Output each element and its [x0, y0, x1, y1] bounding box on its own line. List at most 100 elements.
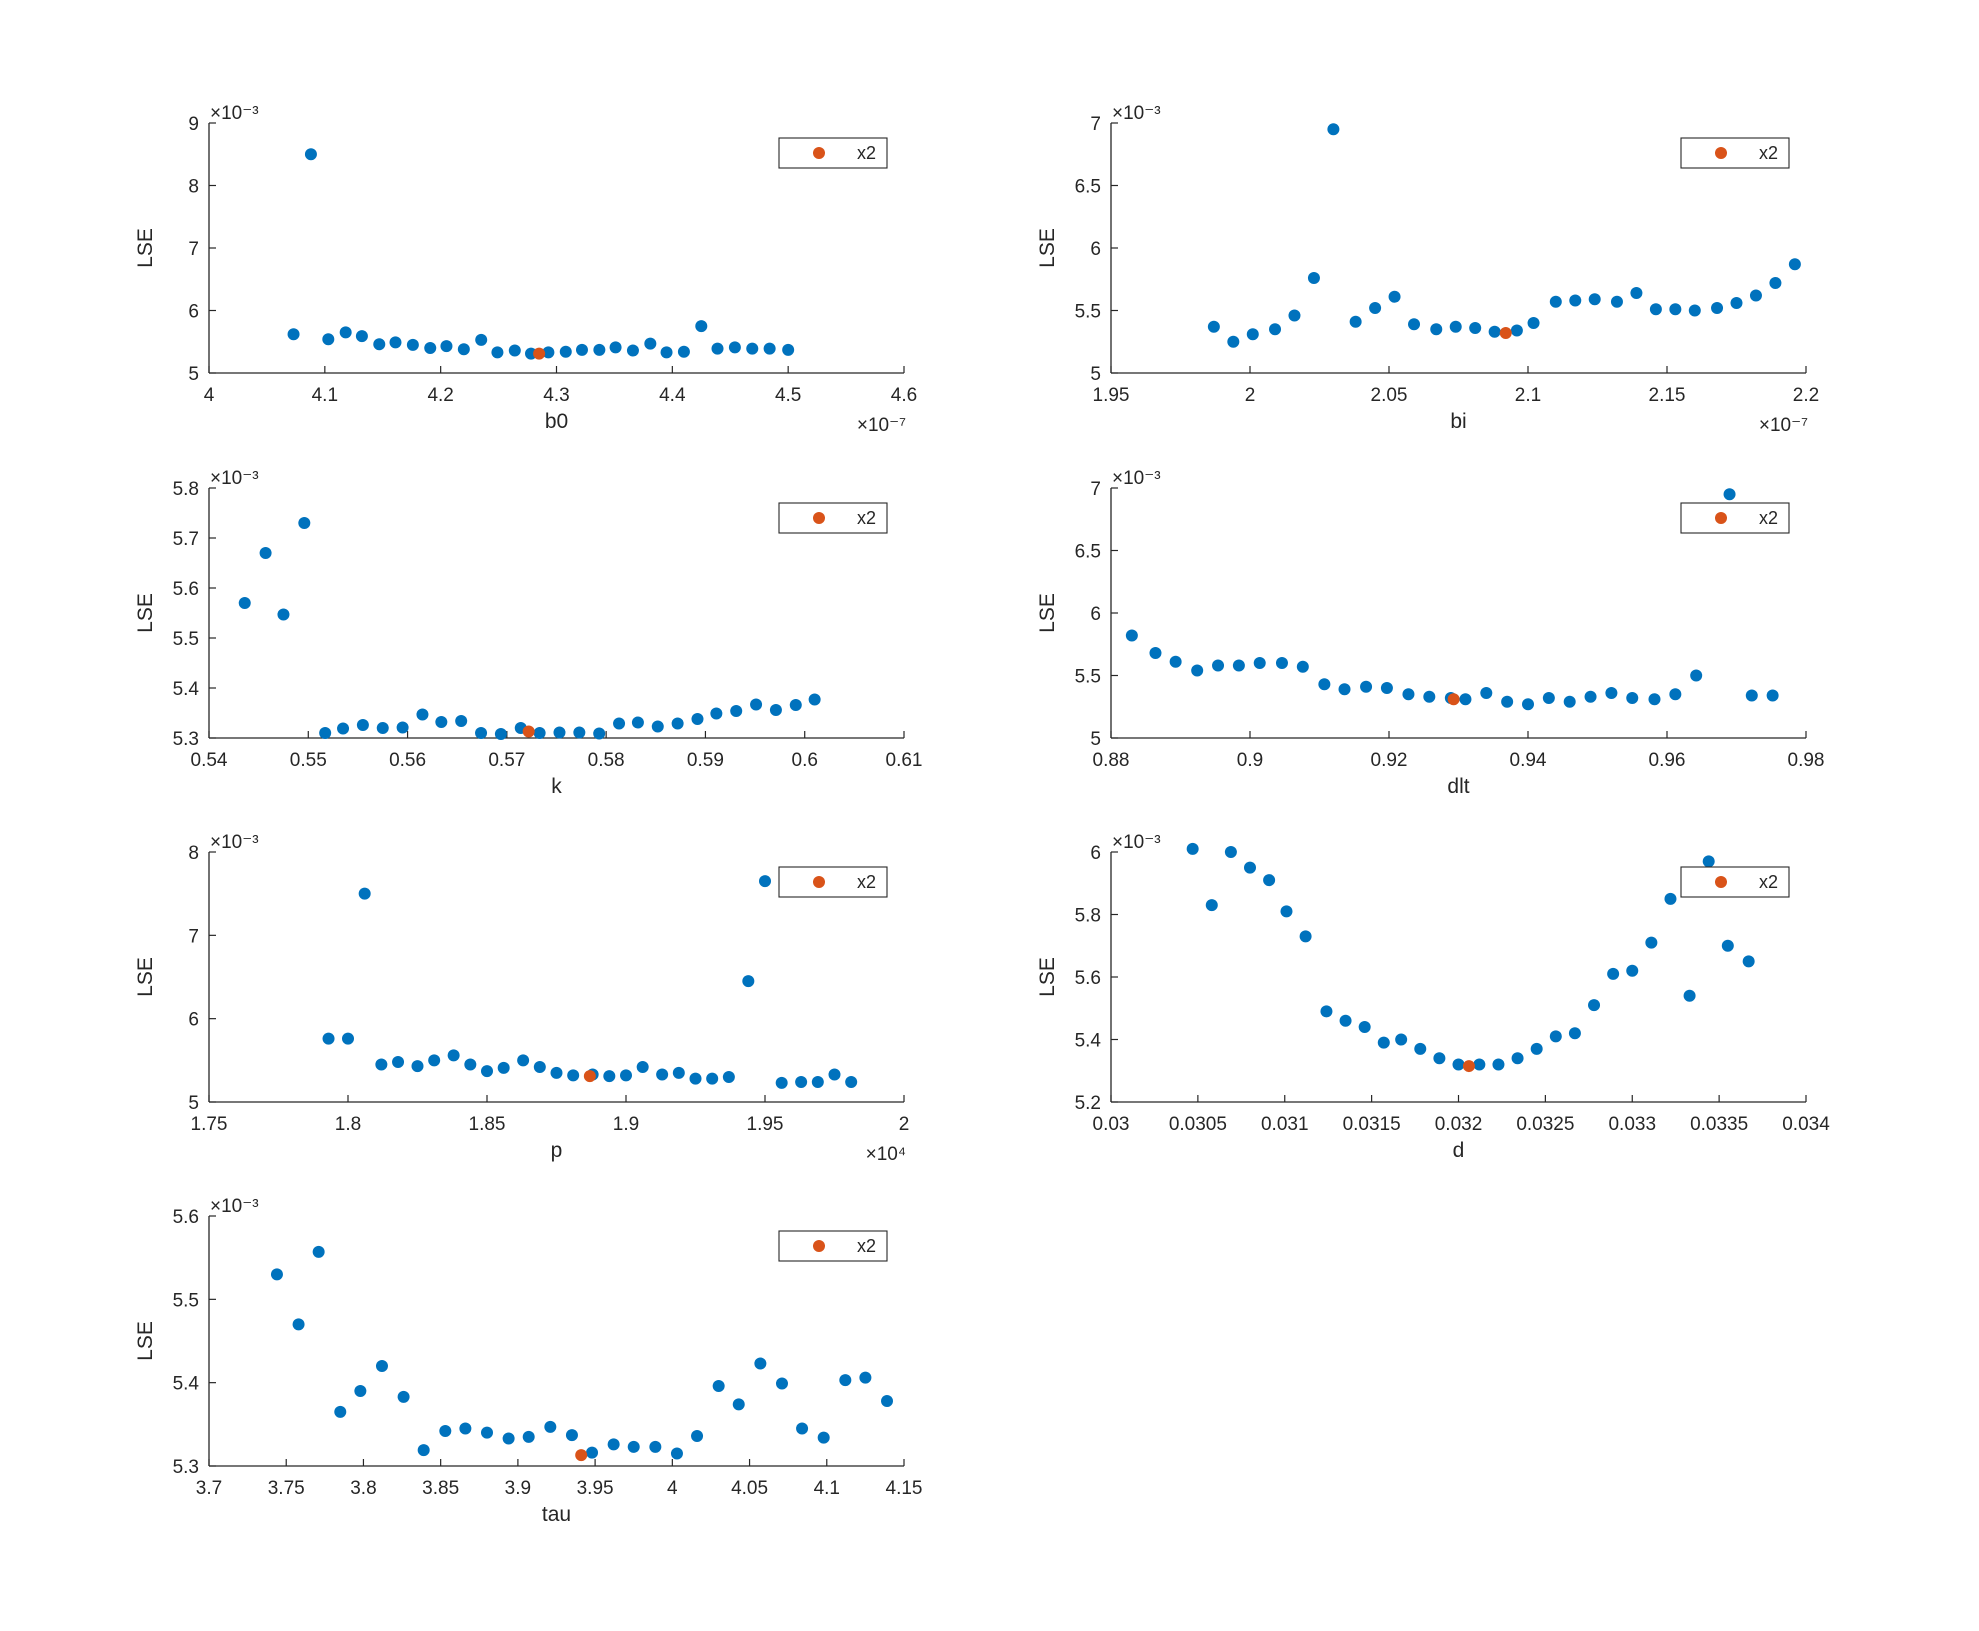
k-data-point: [789, 699, 802, 711]
bi-data-point: [1569, 294, 1582, 307]
b0-data-point: [559, 345, 572, 358]
tau-x-tick-label: 3.75: [268, 1478, 305, 1499]
p-data-point: [811, 1076, 824, 1088]
bi-y-tick-label: 7: [1090, 114, 1101, 135]
dlt-data-point: [1563, 695, 1576, 708]
dlt-data-point: [1232, 659, 1245, 672]
tau-data-point: [439, 1425, 452, 1437]
bi-y-tick-label: 6: [1090, 239, 1101, 260]
bi-data-point: [1527, 317, 1540, 329]
b0-data-point: [287, 328, 300, 341]
tau-data-point: [775, 1377, 788, 1390]
bi-data-point: [1769, 277, 1782, 289]
b0-legend-marker: [813, 147, 825, 159]
k-x-tick-label: 0.56: [389, 750, 426, 771]
dlt-data-point: [1338, 683, 1351, 696]
k-data-point: [671, 717, 684, 730]
b0-data-point: [542, 346, 555, 359]
k-y-tick-label: 5.7: [173, 529, 199, 550]
k-data-point: [808, 693, 821, 706]
k-data-point: [416, 708, 429, 721]
bi-legend-label: x2: [1759, 143, 1778, 163]
p-data-point: [567, 1069, 580, 1082]
bi-x-tick-label: 2.1: [1515, 385, 1541, 406]
d-data-point: [1320, 1005, 1333, 1018]
p-x-tick-label: 1.75: [191, 1114, 228, 1135]
b0-best-point: [533, 347, 546, 360]
bi-data-point: [1288, 309, 1301, 322]
k-best-point: [522, 725, 535, 738]
dlt-data-point: [1766, 689, 1779, 702]
k-data-point: [319, 727, 332, 739]
b0-data-point: [609, 341, 622, 354]
bi-data-point: [1307, 272, 1320, 284]
dlt-data-point: [1745, 689, 1758, 702]
b0-data-point: [626, 344, 639, 357]
d-y-tick-label: 5.4: [1075, 1031, 1102, 1052]
tau-legend-label: x2: [857, 1236, 876, 1256]
tau-data-point: [627, 1440, 640, 1453]
tau-x-axis-label: tau: [542, 1503, 571, 1526]
k-y-tick-label: 5.5: [173, 629, 199, 650]
tau-best-point: [575, 1449, 588, 1462]
tau-data-point: [754, 1357, 767, 1370]
dlt-data-point: [1360, 680, 1373, 693]
b0-data-point: [475, 333, 488, 346]
dlt-y-axis-label: LSE: [1036, 593, 1059, 633]
k-data-point: [435, 716, 448, 728]
dlt-data-point: [1296, 660, 1309, 673]
p-data-point: [775, 1076, 788, 1089]
p-data-point: [845, 1076, 858, 1088]
k-y-tick-label: 5.3: [173, 729, 199, 750]
p-data-point: [411, 1060, 424, 1073]
tau-x-tick-label: 3.85: [422, 1478, 459, 1499]
b0-data-point: [389, 336, 402, 349]
p-data-point: [533, 1061, 546, 1073]
b0-data-point: [339, 326, 352, 339]
k-data-point: [298, 517, 311, 529]
dlt-data-point: [1605, 687, 1618, 699]
dlt-data-point: [1275, 657, 1288, 669]
p-data-point: [322, 1032, 335, 1045]
p-data-point: [672, 1066, 685, 1079]
tau-data-point: [670, 1447, 683, 1460]
tau-data-point: [881, 1395, 894, 1407]
p-data-point: [828, 1068, 841, 1081]
b0-data-point: [424, 342, 437, 354]
d-data-point: [1626, 964, 1639, 977]
tau-data-point: [796, 1422, 809, 1435]
k-data-point: [337, 722, 350, 735]
dlt-y-tick-label: 7: [1090, 479, 1101, 500]
tau-y-axis-label: LSE: [134, 1321, 157, 1361]
p-x-tick-label: 1.9: [613, 1114, 639, 1135]
b0-data-point: [406, 338, 419, 351]
tau-data-point: [712, 1380, 725, 1392]
p-data-point: [481, 1065, 493, 1078]
d-data-point: [1511, 1052, 1524, 1065]
k-y-tick-label: 5.8: [173, 479, 199, 500]
tau-data-point: [375, 1360, 388, 1372]
dlt-y-tick-label: 5.5: [1075, 667, 1101, 688]
dlt-data-point: [1253, 657, 1266, 669]
dlt-data-point: [1459, 693, 1472, 706]
p-x-tick-label: 1.8: [335, 1114, 361, 1135]
tau-legend: [778, 1230, 888, 1262]
d-y-tick-label: 5.2: [1075, 1093, 1101, 1114]
bi-data-point: [1711, 302, 1724, 314]
d-legend-marker: [1715, 876, 1727, 888]
b0-data-point: [728, 341, 741, 354]
tau-data-point: [481, 1426, 493, 1439]
d-y-tick-label: 6: [1090, 843, 1101, 864]
d-data-point: [1721, 939, 1734, 952]
dlt-y-exponent: ×10⁻³: [1112, 468, 1161, 489]
dlt-data-point: [1723, 488, 1736, 501]
k-y-tick-label: 5.6: [173, 579, 199, 600]
bi-y-exponent: ×10⁻³: [1112, 103, 1161, 124]
d-data-point: [1492, 1058, 1505, 1071]
bi-y-tick-label: 6.5: [1075, 177, 1101, 198]
tau-x-tick-label: 3.95: [577, 1478, 614, 1499]
bi-data-point: [1349, 315, 1362, 328]
dlt-data-point: [1318, 678, 1331, 691]
p-data-point: [464, 1058, 477, 1071]
d-data-point: [1433, 1052, 1446, 1065]
